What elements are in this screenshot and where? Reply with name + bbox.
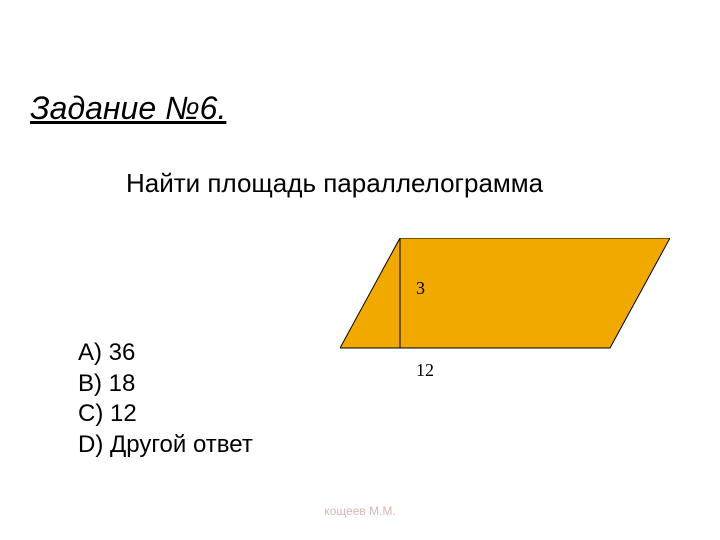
parallelogram-svg xyxy=(340,238,670,398)
answer-options: А) 36 В) 18 С) 12 D) Другой ответ xyxy=(78,338,253,461)
base-label: 12 xyxy=(416,360,434,381)
option-c: С) 12 xyxy=(78,399,253,430)
height-label: 3 xyxy=(416,278,425,299)
task-title: Задание №6. xyxy=(30,90,226,127)
footer-credit: кощеев М.М. xyxy=(0,504,720,518)
parallelogram-shape xyxy=(340,238,670,348)
parallelogram-figure: 3 12 xyxy=(340,238,670,398)
option-b: В) 18 xyxy=(78,369,253,400)
option-a: А) 36 xyxy=(78,338,253,369)
task-subtitle: Найти площадь параллелограмма xyxy=(126,168,543,199)
option-d: D) Другой ответ xyxy=(78,430,253,461)
